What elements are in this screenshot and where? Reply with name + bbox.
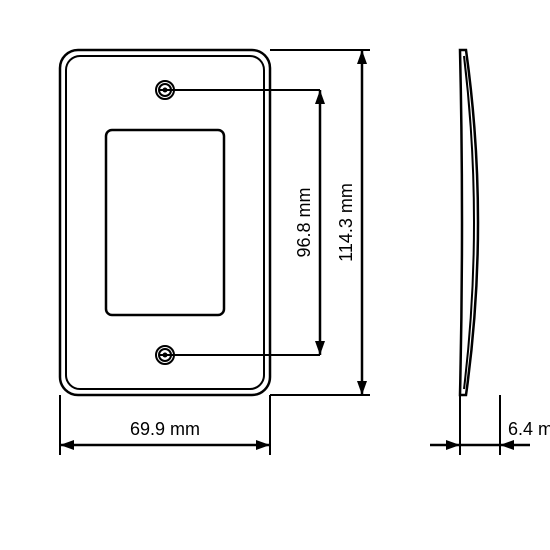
dim-width-label: 69.9 mm (130, 419, 200, 439)
dim-height-inner-label: 96.8 mm (294, 187, 314, 257)
dim-height-outer-label: 114.3 mm (336, 183, 356, 262)
dim-depth-label: 6.4 mm (508, 419, 550, 439)
